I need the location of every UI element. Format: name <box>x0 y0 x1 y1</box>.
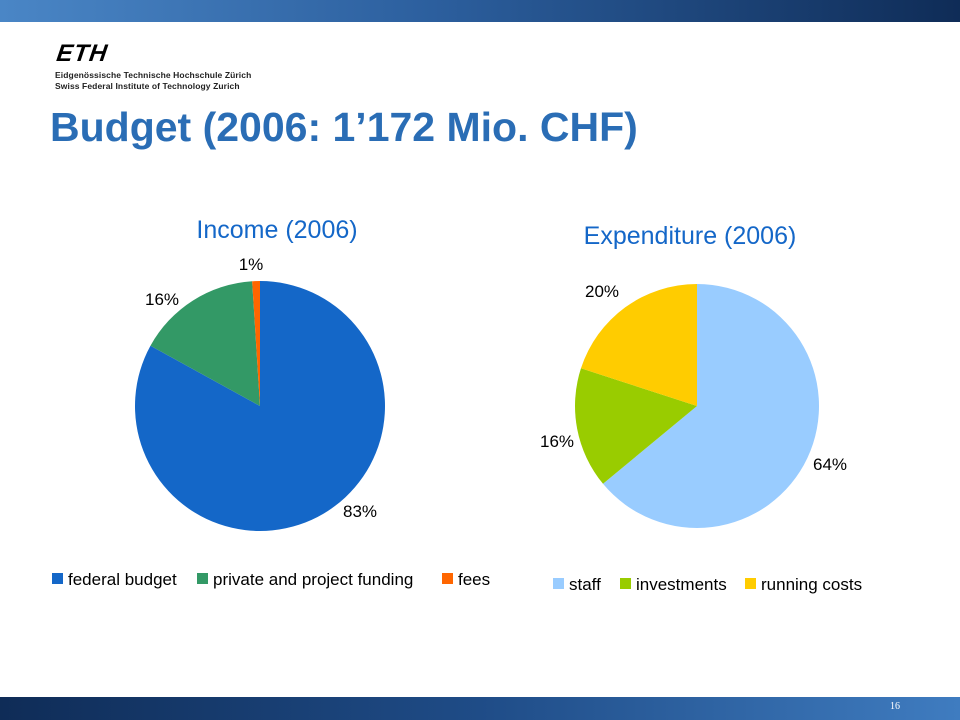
expenditure-slice-investments <box>575 368 697 484</box>
expenditure-chart-title: Expenditure (2006) <box>584 222 797 250</box>
legend-label-private-funding: private and project funding <box>213 570 413 589</box>
income-chart: Income (2006) 83% 16% 1% federal budget … <box>52 216 490 589</box>
income-slice-fees <box>252 281 260 406</box>
slide-title: Budget (2006: 1’172 Mio. CHF) <box>50 104 638 150</box>
legend-label-staff: staff <box>569 575 601 594</box>
logo-line-english: Swiss Federal Institute of Technology Zu… <box>55 81 240 91</box>
logo-line-german: Eidgenössische Technische Hochschule Zür… <box>55 70 252 80</box>
expenditure-slice-running-costs <box>580 284 697 406</box>
income-slices <box>135 281 385 531</box>
income-legend: federal budget private and project fundi… <box>52 570 490 589</box>
expenditure-slices <box>575 284 819 528</box>
income-label-federal-budget: 83% <box>343 502 377 521</box>
legend-swatch-staff <box>553 578 564 589</box>
income-label-private-funding: 16% <box>145 290 179 309</box>
legend-swatch-investments <box>620 578 631 589</box>
legend-swatch-private-funding <box>197 573 208 584</box>
legend-swatch-running-costs <box>745 578 756 589</box>
income-chart-title: Income (2006) <box>196 216 357 244</box>
legend-label-fees: fees <box>458 570 490 589</box>
top-banner <box>0 0 960 22</box>
page-number: 16 <box>890 701 900 712</box>
legend-label-running-costs: running costs <box>761 575 862 594</box>
expenditure-legend: staff investments running costs <box>553 575 862 594</box>
income-slice-private-and-project-funding <box>150 281 260 406</box>
legend-label-investments: investments <box>636 575 727 594</box>
expenditure-label-investments: 16% <box>540 432 574 451</box>
legend-swatch-federal-budget <box>52 573 63 584</box>
expenditure-label-running-costs: 20% <box>585 282 619 301</box>
legend-swatch-fees <box>442 573 453 584</box>
legend-label-federal-budget: federal budget <box>68 570 177 589</box>
expenditure-slice-staff <box>602 284 819 528</box>
eth-logo: ETH Eidgenössische Technische Hochschule… <box>55 40 252 92</box>
bottom-banner: 16 <box>0 697 960 720</box>
expenditure-label-staff: 64% <box>813 455 847 474</box>
expenditure-chart: Expenditure (2006) 64% 16% 20% staff inv… <box>540 222 862 594</box>
income-label-fees: 1% <box>239 255 264 274</box>
